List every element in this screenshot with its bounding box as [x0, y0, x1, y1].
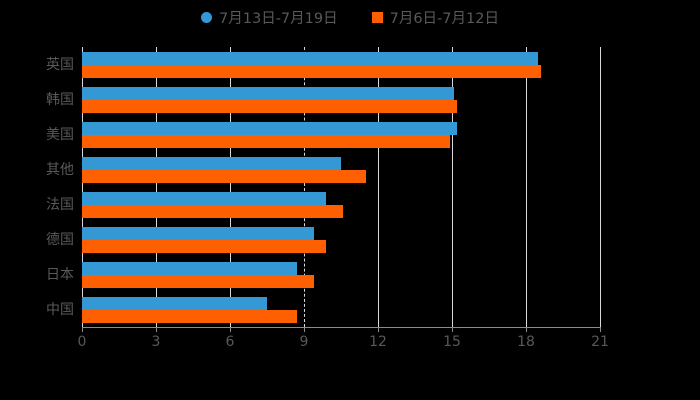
- y-tick-label: 韩国: [46, 91, 74, 108]
- bar[interactable]: [82, 274, 314, 288]
- bar[interactable]: [82, 51, 539, 65]
- bar-group: [82, 121, 600, 148]
- x-tick-mark: [156, 327, 157, 332]
- bar[interactable]: [82, 64, 541, 78]
- gridline-x-6: [230, 47, 231, 327]
- bar-group: [82, 261, 600, 288]
- bar[interactable]: [82, 261, 297, 275]
- bar[interactable]: [82, 121, 457, 135]
- gridline-x-9: [304, 47, 305, 327]
- bar-group: [82, 296, 600, 323]
- x-tick-mark: [600, 327, 601, 332]
- y-tick-label: 英国: [46, 56, 74, 73]
- bar-group: [82, 86, 600, 113]
- x-tick-mark: [378, 327, 379, 332]
- bar[interactable]: [82, 239, 327, 253]
- y-tick-label: 日本: [46, 266, 74, 283]
- gridline-x-15: [452, 47, 453, 327]
- gridline-x-3: [156, 47, 157, 327]
- bar-group: [82, 156, 600, 183]
- x-tick-mark: [304, 327, 305, 332]
- x-tick-label: 0: [77, 334, 87, 350]
- gridline-x-21: [600, 47, 601, 327]
- y-tick-label: 德国: [46, 231, 74, 248]
- gridline-x-12: [378, 47, 379, 327]
- gridline-x-18: [526, 47, 527, 327]
- legend-entry-series-1[interactable]: 7月6日-7月12日: [371, 7, 499, 28]
- bar[interactable]: [82, 169, 366, 183]
- x-tick-label: 21: [591, 334, 609, 350]
- x-tick-mark: [82, 327, 83, 332]
- bar[interactable]: [82, 86, 455, 100]
- bar-group: [82, 226, 600, 253]
- legend-label-series-1: 7月6日-7月12日: [389, 10, 499, 27]
- x-tick-label: 6: [225, 334, 235, 350]
- x-axis-line: [82, 327, 601, 328]
- legend-square-marker-icon: [371, 11, 383, 23]
- plot-area: [82, 47, 601, 327]
- gridline-x-0: [82, 47, 83, 327]
- bar[interactable]: [82, 204, 344, 218]
- bar[interactable]: [82, 99, 457, 113]
- bar-group: [82, 51, 600, 78]
- legend-entry-series-0[interactable]: 7月13日-7月19日: [201, 7, 338, 28]
- bar[interactable]: [82, 226, 314, 240]
- chart-legend: 7月13日-7月19日 7月6日-7月12日: [0, 4, 700, 30]
- bar[interactable]: [82, 156, 341, 170]
- x-tick-label: 15: [443, 334, 461, 350]
- y-tick-label: 法国: [46, 196, 74, 213]
- x-tick-mark: [230, 327, 231, 332]
- x-tick-label: 3: [151, 334, 161, 350]
- x-tick-label: 18: [517, 334, 535, 350]
- bar[interactable]: [82, 191, 327, 205]
- bar[interactable]: [82, 309, 297, 323]
- legend-circle-marker-icon: [201, 11, 213, 23]
- bar[interactable]: [82, 296, 267, 310]
- x-tick-label: 12: [369, 334, 387, 350]
- bar-group: [82, 191, 600, 218]
- y-tick-label: 中国: [46, 301, 74, 318]
- x-tick-mark: [452, 327, 453, 332]
- x-tick-label: 9: [299, 334, 309, 350]
- bar[interactable]: [82, 134, 450, 148]
- x-tick-mark: [526, 327, 527, 332]
- legend-label-series-0: 7月13日-7月19日: [219, 10, 338, 27]
- y-tick-label: 美国: [46, 126, 74, 143]
- y-tick-label: 其他: [46, 161, 74, 178]
